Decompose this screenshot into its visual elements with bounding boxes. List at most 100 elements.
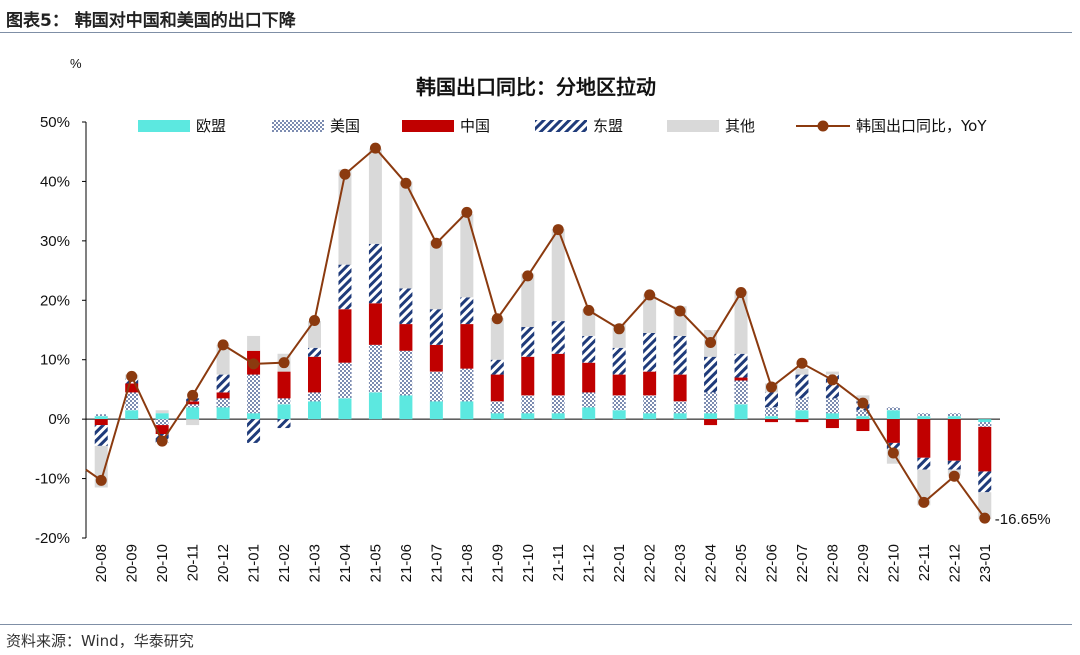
other-bar [338,169,352,265]
asean-bar [673,335,687,375]
eu-bar [429,401,443,420]
bars-layer [94,148,992,519]
x-tick-label: 21-04 [337,544,354,582]
yoy-point [887,447,899,459]
yoy-point [217,339,229,351]
last-value-annotation: -16.65% [995,511,1051,528]
x-tick-label: 22-02 [642,544,659,582]
y-tick-label: 30% [40,233,70,250]
x-tick-label: 23-01 [977,544,994,582]
asean-bar [460,297,474,325]
other-bar [643,294,657,333]
x-tick-label: 21-07 [428,544,445,582]
china-bar [551,353,565,396]
footer-divider [0,624,1072,625]
china-bar [399,324,413,351]
yoy-point [400,177,412,189]
asean-bar [94,425,108,446]
y-tick-label: 10% [40,352,70,369]
asean-bar [704,356,718,393]
china-bar [825,419,839,429]
eu-bar [490,413,504,420]
x-tick-label: 21-12 [581,544,598,582]
asean-bar [795,374,809,399]
eu-bar [917,416,931,420]
asean-bar [612,347,626,375]
other-bar [247,335,261,351]
yoy-point [248,358,260,370]
us-bar [308,392,321,402]
us-bar [795,398,809,411]
x-tick-label: 21-02 [276,544,293,582]
eu-bar [551,413,565,420]
yoy-point [369,142,381,154]
china-bar [856,419,870,432]
other-bar [216,344,230,375]
us-bar [338,362,352,399]
china-bar [704,419,718,426]
x-tick-label: 20-10 [154,544,171,582]
x-tick-label: 21-06 [398,544,415,582]
x-tick-label: 21-03 [307,544,324,582]
asean-bar [978,471,992,493]
china-bar [277,371,291,399]
us-bar [582,392,596,408]
chart-title: 韩国出口同比：分地区拉动 [416,75,656,99]
yoy-point [552,224,564,236]
asean-bar [886,442,900,449]
yoy-point [826,374,838,386]
asean-bar [551,321,565,354]
other-bar [521,273,535,328]
legend-other-label: 其他 [725,117,755,135]
us-bar [673,401,687,414]
us-bar [247,374,261,414]
asean-bar [490,359,504,375]
yoy-point [674,305,686,317]
other-bar [368,148,382,244]
eu-bar [399,395,413,420]
x-tick-label: 22-08 [824,544,841,582]
stacked-bar-line-chart: % 韩国出口同比：分地区拉动 欧盟 美国 中国 东盟 其他 韩国出口同比，YoY 20-0… [35,56,1051,582]
us-bar [521,395,535,414]
y-tick-label: -20% [35,530,70,547]
legend-eu-swatch [138,120,190,132]
yoy-point [705,336,717,348]
eu-bar [247,413,261,420]
china-bar [429,344,443,372]
x-tick-label: 22-04 [703,544,720,582]
china-bar [582,362,596,393]
eu-bar [886,410,900,420]
yoy-point [156,435,168,447]
us-bar [704,392,718,414]
china-bar [521,356,535,396]
asean-bar [277,419,291,429]
yoy-point [796,357,808,369]
x-tick-label: 20-12 [215,544,232,582]
us-bar [94,414,108,417]
eu-bar [216,407,230,420]
other-bar [429,240,443,310]
yoy-point [339,168,351,180]
asean-bar [521,327,535,357]
asean-bar [247,419,261,443]
source-note: 资料来源：Wind，华泰研究 [6,632,194,650]
x-tick-label: 21-11 [550,544,567,581]
eu-bar [338,398,352,420]
us-bar [734,380,748,405]
yoy-point [522,270,534,282]
eu-bar [978,419,992,423]
other-bar [795,368,809,375]
eu-bar [125,410,139,420]
yoy-point [613,323,625,335]
y-unit-label: % [70,56,82,71]
y-tick-label: 50% [40,114,70,131]
eu-bar [795,410,809,420]
asean-bar [216,374,230,393]
us-bar [643,395,657,414]
yoy-point [461,206,473,218]
eu-bar [765,416,778,420]
eu-bar [582,407,596,420]
asean-bar [308,347,321,357]
other-bar [460,214,474,298]
us-bar [399,350,413,396]
